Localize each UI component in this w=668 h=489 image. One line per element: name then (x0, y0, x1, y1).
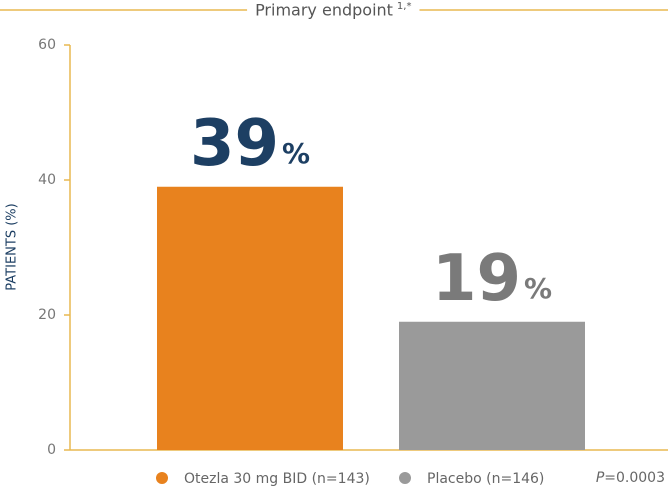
title-background (247, 0, 420, 20)
legend-marker (156, 472, 168, 484)
legend-label: Placebo (n=146) (427, 471, 544, 487)
bar (399, 321, 585, 450)
chart-title: Primary endpoint (255, 1, 393, 20)
y-tick-label: 60 (38, 37, 56, 53)
y-tick-label: 40 (38, 172, 56, 188)
data-label: 39% (190, 106, 310, 180)
y-axis-label: PATIENTS (%) (5, 203, 20, 290)
data-label: 19% (432, 241, 552, 315)
bar (157, 186, 343, 450)
title-superscript: 1,* (397, 1, 412, 12)
y-tick-label: 0 (47, 442, 56, 458)
y-tick-label: 20 (38, 307, 56, 323)
p-value: P=0.0003 (596, 470, 665, 486)
legend-label: Otezla 30 mg BID (n=143) (184, 471, 370, 487)
legend-marker (399, 472, 411, 484)
